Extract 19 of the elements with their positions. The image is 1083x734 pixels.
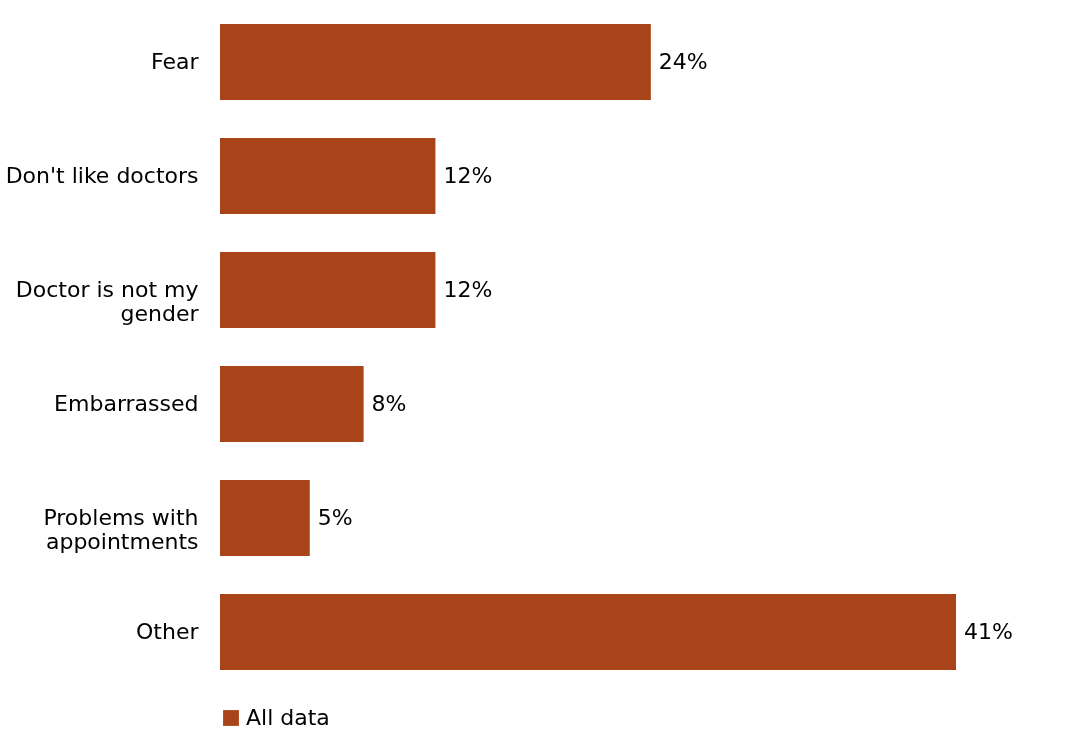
data-label: 12% (443, 163, 493, 188)
y-tick-label: Embarrassed (54, 391, 199, 416)
bar (220, 594, 956, 670)
bar (220, 366, 364, 442)
y-tick-label: Fear (150, 49, 200, 74)
data-label: 41% (964, 619, 1013, 644)
y-tick-label: Don't like doctors (5, 163, 199, 188)
y-tick-label: Other (136, 619, 200, 644)
bar (220, 24, 651, 100)
bar (220, 480, 310, 556)
data-label: 5% (317, 505, 353, 530)
y-tick-label: Doctor is not my gender (15, 277, 200, 326)
legend-label: All data (246, 705, 330, 730)
data-label: 12% (443, 277, 493, 302)
bar (220, 252, 436, 328)
data-label: 8% (371, 391, 407, 416)
y-tick-label: Problems with appointments (43, 505, 199, 554)
data-label: 24% (658, 49, 708, 74)
bar (220, 138, 436, 214)
